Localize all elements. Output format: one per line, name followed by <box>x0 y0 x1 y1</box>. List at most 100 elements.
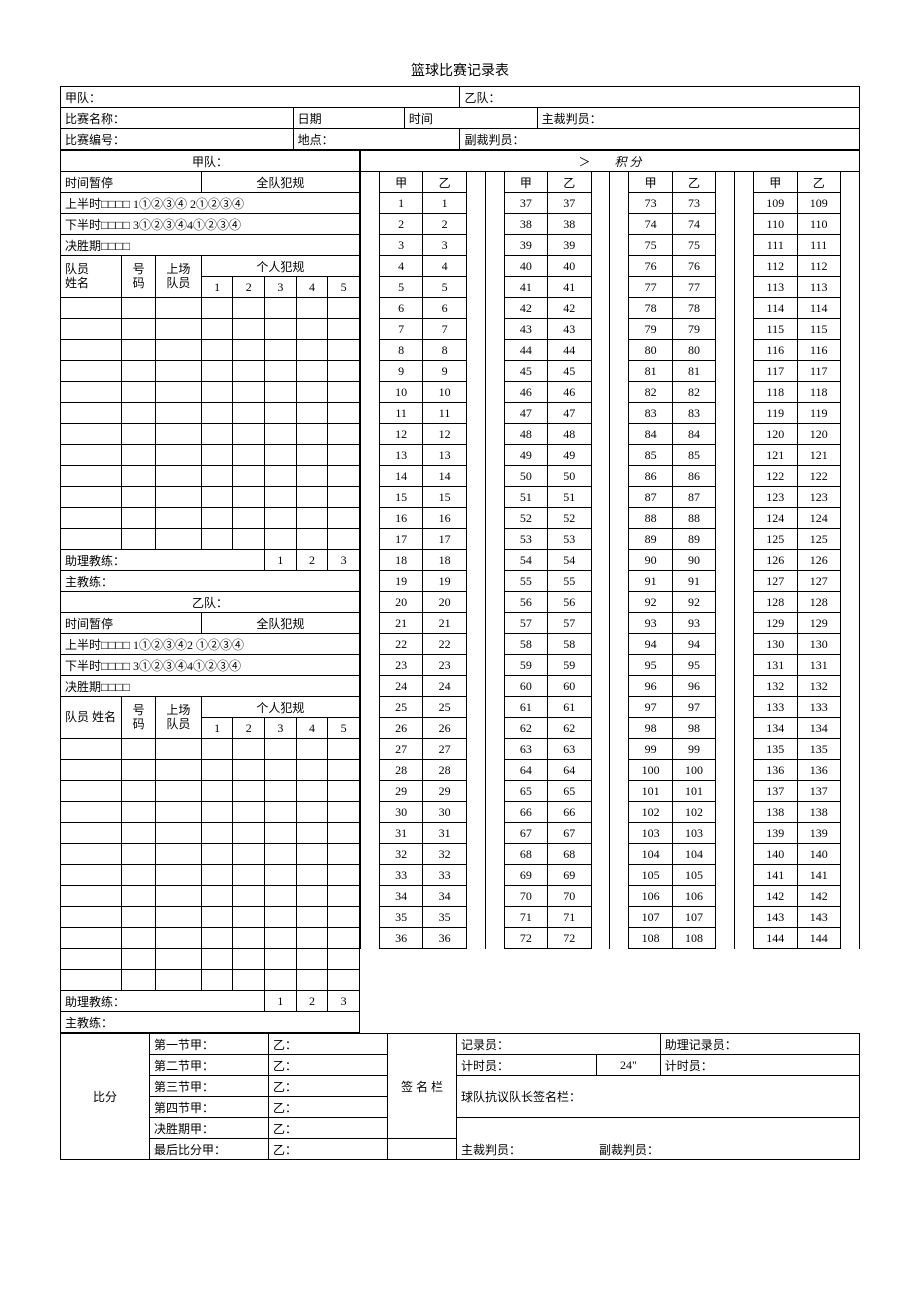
score-cell-a: 102 <box>629 802 672 823</box>
score-cell-b: 30 <box>423 802 466 823</box>
score-cell-a: 3 <box>379 235 422 256</box>
teamA-head: 甲队： <box>192 155 228 169</box>
score-cell-a: 72 <box>504 928 547 949</box>
score-cell-a: 11 <box>379 403 422 424</box>
score-cell-b: 110 <box>797 214 840 235</box>
assist-recorder-label: 助理记录员： <box>665 1038 737 1052</box>
player-row <box>61 508 360 529</box>
score-cell-b: 106 <box>672 886 715 907</box>
score-cell-a: 30 <box>379 802 422 823</box>
score-cell-b: 2 <box>423 214 466 235</box>
score-cell-a: 93 <box>629 613 672 634</box>
col-a-hdr: 甲 <box>629 172 672 193</box>
score-cell-a: 13 <box>379 445 422 466</box>
score-cell-b: 101 <box>672 781 715 802</box>
place-label: 地点： <box>298 133 334 147</box>
score-cell-b: 35 <box>423 907 466 928</box>
score-cell-a: 132 <box>754 676 797 697</box>
score-cell-b: 29 <box>423 781 466 802</box>
score-cell-b: 103 <box>672 823 715 844</box>
score-row: 36367272108108144144 <box>361 928 860 949</box>
score-cell-b: 34 <box>423 886 466 907</box>
teamB-label: 乙队： <box>464 91 500 105</box>
score-cell-a: 140 <box>754 844 797 865</box>
score-cell-b: 45 <box>548 361 591 382</box>
score-cell-a: 9 <box>379 361 422 382</box>
score-row: 262662629898134134 <box>361 718 860 739</box>
score-cell-a: 76 <box>629 256 672 277</box>
score-cell-a: 82 <box>629 382 672 403</box>
score-cell-a: 37 <box>504 193 547 214</box>
score-cell-a: 70 <box>504 886 547 907</box>
score-cell-a: 40 <box>504 256 547 277</box>
score-cell-a: 83 <box>629 403 672 424</box>
score-cell-b: 59 <box>548 655 591 676</box>
score-row: 35357171107107143143 <box>361 907 860 928</box>
score-cell-b: 27 <box>423 739 466 760</box>
score-cell-a: 17 <box>379 529 422 550</box>
score-cell-b: 78 <box>672 298 715 319</box>
score-cell-a: 139 <box>754 823 797 844</box>
score-cell-b: 141 <box>797 865 840 886</box>
score-cell-b: 137 <box>797 781 840 802</box>
player-name-hdr-b: 队员 姓名 <box>65 710 116 724</box>
score-cell-a: 69 <box>504 865 547 886</box>
score-row: 2238387474110110 <box>361 214 860 235</box>
foul-col-5: 5 <box>328 277 360 298</box>
score-cell-a: 31 <box>379 823 422 844</box>
score-cell-b: 97 <box>672 697 715 718</box>
score-cell-a: 46 <box>504 382 547 403</box>
player-row <box>61 487 360 508</box>
player-row <box>61 928 360 949</box>
score-cell-a: 2 <box>379 214 422 235</box>
score-cell-a: 126 <box>754 550 797 571</box>
score-cell-b: 72 <box>548 928 591 949</box>
score-cell-b: 76 <box>672 256 715 277</box>
score-cell-b: 75 <box>672 235 715 256</box>
score-cell-a: 73 <box>629 193 672 214</box>
score-cell-a: 71 <box>504 907 547 928</box>
head-coach-b: 主教练： <box>65 1016 113 1030</box>
score-cell-b: 18 <box>423 550 466 571</box>
score-cell-b: 12 <box>423 424 466 445</box>
score-cell-b: 60 <box>548 676 591 697</box>
score-cell-a: 7 <box>379 319 422 340</box>
score-cell-a: 39 <box>504 235 547 256</box>
score-cell-b: 138 <box>797 802 840 823</box>
score-cell-a: 129 <box>754 613 797 634</box>
score-row: 29296565101101137137 <box>361 781 860 802</box>
score-cell-b: 144 <box>797 928 840 949</box>
score-cell-a: 87 <box>629 487 672 508</box>
teamfouls-label-b: 全队犯规 <box>256 617 304 631</box>
score-row: 272763639999135135 <box>361 739 860 760</box>
col-b-hdr: 乙 <box>797 172 840 193</box>
score-cell-a: 92 <box>629 592 672 613</box>
score-cell-b: 22 <box>423 634 466 655</box>
firsthalf-a: 上半时□□□□ 1①②③④ 2①②③④ <box>65 197 244 211</box>
score-cell-b: 74 <box>672 214 715 235</box>
score-cell-b: 67 <box>548 823 591 844</box>
chief-ref-footer: 主裁判员： <box>461 1143 521 1157</box>
score-cell-b: 20 <box>423 592 466 613</box>
score-cell-a: 109 <box>754 193 797 214</box>
score-cell-a: 59 <box>504 655 547 676</box>
score-row: 5541417777113113 <box>361 277 860 298</box>
score-cell-a: 90 <box>629 550 672 571</box>
score-cell-b: 65 <box>548 781 591 802</box>
score-cell-b: 14 <box>423 466 466 487</box>
score-cell-b: 44 <box>548 340 591 361</box>
score-row: 202056569292128128 <box>361 592 860 613</box>
foul-col-1: 1 <box>201 277 233 298</box>
score-cell-a: 116 <box>754 340 797 361</box>
score-body: 1137377373109109223838747411011033393975… <box>361 193 860 949</box>
player-row <box>61 382 360 403</box>
score-cell-b: 124 <box>797 508 840 529</box>
score-cell-a: 58 <box>504 634 547 655</box>
player-row <box>61 340 360 361</box>
player-row <box>61 949 360 970</box>
score-cell-a: 64 <box>504 760 547 781</box>
score-row: 8844448080116116 <box>361 340 860 361</box>
score-cell-a: 32 <box>379 844 422 865</box>
score-row: 232359599595131131 <box>361 655 860 676</box>
score-cell-a: 103 <box>629 823 672 844</box>
